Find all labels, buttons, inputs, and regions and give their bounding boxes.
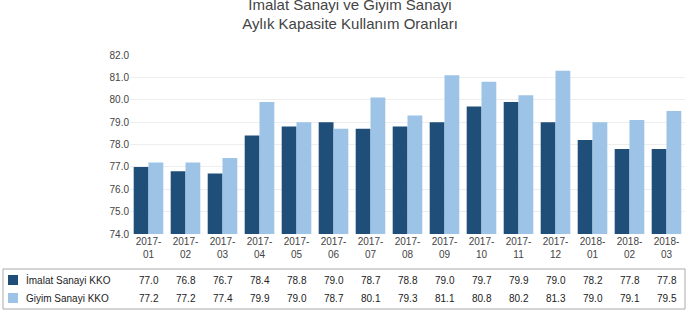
svg-text:78.2: 78.2 xyxy=(583,275,603,286)
svg-text:78.0: 78.0 xyxy=(110,139,130,150)
svg-text:81.0: 81.0 xyxy=(110,72,130,83)
svg-text:79.0: 79.0 xyxy=(287,293,307,304)
svg-text:76.0: 76.0 xyxy=(110,184,130,195)
svg-text:2017-04: 2017-04 xyxy=(247,236,273,260)
svg-text:2017-08: 2017-08 xyxy=(395,236,421,260)
svg-text:2017-03: 2017-03 xyxy=(210,236,236,260)
svg-text:2017-02: 2017-02 xyxy=(173,236,199,260)
svg-text:78.7: 78.7 xyxy=(361,275,381,286)
svg-text:79.0: 79.0 xyxy=(435,275,455,286)
svg-text:79.9: 79.9 xyxy=(250,293,270,304)
svg-text:78.8: 78.8 xyxy=(398,275,418,286)
svg-text:77.0: 77.0 xyxy=(110,161,130,172)
svg-text:79.7: 79.7 xyxy=(472,275,492,286)
svg-text:2018-01: 2018-01 xyxy=(580,236,606,260)
svg-text:2017-01: 2017-01 xyxy=(136,236,162,260)
svg-text:81.3: 81.3 xyxy=(546,293,566,304)
svg-text:80.2: 80.2 xyxy=(509,293,529,304)
svg-text:74.0: 74.0 xyxy=(110,229,130,240)
svg-text:77.4: 77.4 xyxy=(213,293,233,304)
svg-text:77.8: 77.8 xyxy=(620,275,640,286)
svg-text:2018-03: 2018-03 xyxy=(654,236,680,260)
svg-text:78.4: 78.4 xyxy=(250,275,270,286)
svg-text:77.2: 77.2 xyxy=(176,293,196,304)
svg-text:2017-10: 2017-10 xyxy=(469,236,495,260)
svg-text:81.1: 81.1 xyxy=(435,293,455,304)
svg-text:79.0: 79.0 xyxy=(110,117,130,128)
svg-text:2017-07: 2017-07 xyxy=(358,236,384,260)
svg-text:75.0: 75.0 xyxy=(110,206,130,217)
svg-text:77.8: 77.8 xyxy=(657,275,677,286)
svg-text:2017-11: 2017-11 xyxy=(506,236,532,260)
svg-text:78.8: 78.8 xyxy=(287,275,307,286)
svg-text:76.8: 76.8 xyxy=(176,275,196,286)
svg-text:2017-09: 2017-09 xyxy=(432,236,458,260)
svg-text:79.5: 79.5 xyxy=(657,293,677,304)
svg-text:79.9: 79.9 xyxy=(509,275,529,286)
svg-text:2017-05: 2017-05 xyxy=(284,236,310,260)
svg-text:Giyim Sanayi KKO: Giyim Sanayi KKO xyxy=(26,293,109,304)
svg-text:2018-02: 2018-02 xyxy=(617,236,643,260)
svg-text:79.3: 79.3 xyxy=(398,293,418,304)
svg-text:79.1: 79.1 xyxy=(620,293,640,304)
svg-text:İmalat Sanayi ve Giyim SanayiA: İmalat Sanayi ve Giyim SanayiAylık Kapas… xyxy=(242,0,458,32)
svg-text:80.8: 80.8 xyxy=(472,293,492,304)
svg-text:79.0: 79.0 xyxy=(546,275,566,286)
svg-text:2017-06: 2017-06 xyxy=(321,236,347,260)
svg-text:77.0: 77.0 xyxy=(139,275,159,286)
svg-text:79.0: 79.0 xyxy=(583,293,603,304)
svg-text:79.0: 79.0 xyxy=(324,275,344,286)
svg-text:76.7: 76.7 xyxy=(213,275,233,286)
svg-text:80.0: 80.0 xyxy=(110,94,130,105)
svg-text:78.7: 78.7 xyxy=(324,293,344,304)
svg-text:77.2: 77.2 xyxy=(139,293,159,304)
svg-text:İmalat Sanayi KKO: İmalat Sanayi KKO xyxy=(26,274,111,286)
svg-text:80.1: 80.1 xyxy=(361,293,381,304)
svg-text:2017-12: 2017-12 xyxy=(543,236,569,260)
svg-text:82.0: 82.0 xyxy=(110,50,130,61)
